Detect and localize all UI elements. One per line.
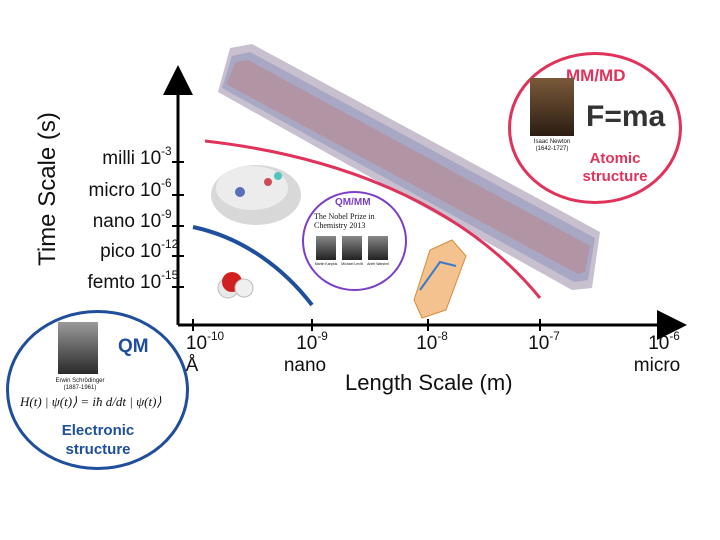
protein-nanotube-image [413, 239, 467, 319]
y-tick-power: 10-6 [140, 177, 172, 201]
laureate-name: Michael Levitt [341, 262, 363, 266]
x-tick-label: 10-7 [528, 330, 560, 354]
y-tick-power: 10-3 [140, 145, 172, 169]
y-tick-word: femto [87, 272, 135, 293]
schrodinger-portrait-image [58, 322, 98, 374]
y-tick-power: 10-12 [140, 238, 179, 262]
y-tick-word: milli [102, 148, 135, 169]
newton-equation: F=ma [586, 100, 666, 133]
laureate-photo-image [342, 236, 362, 260]
laureate-name: Arieh Warshel [367, 262, 389, 266]
y-tick-word: nano [92, 211, 135, 232]
x-tick-label: 10-10 [185, 330, 225, 354]
mmmd-title: MM/MD [566, 66, 626, 85]
x-tick-sublabel-angstrom: Å [185, 355, 199, 376]
y-tick-word: micro [88, 180, 135, 201]
x-axis-label: Length Scale (m) [345, 370, 513, 395]
mmmd-caption: Atomic structure [582, 150, 648, 185]
y-tick-power: 10-9 [140, 208, 172, 232]
qm-boundary-curve [192, 225, 314, 307]
nanoparticle-cluster-image [211, 165, 301, 225]
mm-boundary-curve [204, 139, 542, 299]
y-tick-word: pico [100, 241, 135, 262]
y-tick-label-milli: milli 10-3 [80, 145, 172, 170]
y-tick-power: 10-15 [140, 269, 179, 293]
x-tick-sublabel-nano: nano [283, 355, 327, 376]
nobel-prize-headline: The Nobel Prize in Chemistry 2013 [314, 212, 375, 230]
schrodinger-equation: H(t) | ψ(t)⟩ = iħ d/dt | ψ(t)⟩ [20, 394, 162, 409]
newton-portrait-caption: Isaac Newton (1642-1727) [533, 139, 571, 152]
x-tick-sublabel-micro: micro [633, 355, 681, 376]
water-molecule-image [217, 272, 254, 299]
qmmm-title: QM/MM [335, 197, 371, 208]
newton-portrait-image [530, 78, 574, 136]
y-tick-label-femto: femto 10-15 [80, 269, 179, 294]
y-tick-label-nano: nano 10-9 [80, 208, 172, 233]
qm-caption: Electronic structure [61, 422, 135, 458]
y-axis-label: Time Scale (s) [34, 112, 61, 266]
membrane-band-image [218, 44, 600, 290]
y-tick-label-micro: micro 10-6 [80, 177, 172, 202]
qm-title: QM [118, 336, 149, 357]
laureate-name: Martin Karplus [314, 262, 338, 266]
x-tick-label: 10-6 [648, 330, 680, 354]
x-tick-label: 10-8 [416, 330, 448, 354]
laureate-photo-image [368, 236, 388, 260]
x-tick-label: 10-9 [296, 330, 328, 354]
y-tick-label-pico: pico 10-12 [80, 238, 179, 263]
schrodinger-portrait-caption: Erwin Schrödinger (1887-1961) [55, 378, 105, 391]
laureate-photo-image [316, 236, 336, 260]
